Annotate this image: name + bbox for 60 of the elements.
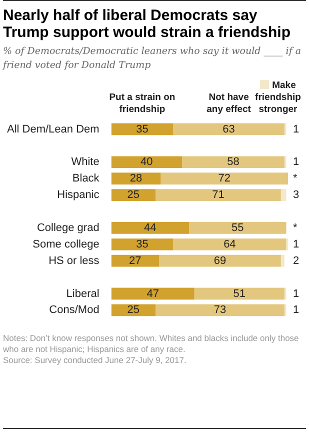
y-tick-label: HS or less [48, 254, 100, 267]
data-label: 72 [218, 172, 231, 185]
y-tick-label: Some college [32, 238, 100, 250]
data-label: 1 [293, 304, 300, 316]
bar [280, 254, 284, 267]
text: Notes: Don’t know responses not shown. Whites and blacks include only those who are not Hispanic; Hispanics are of any race. [3, 333, 300, 355]
bar [173, 123, 284, 136]
bar [155, 304, 284, 316]
source-note: Source: Survey conducted June 27-July 9, 2017. [3, 355, 188, 366]
bar [160, 172, 288, 184]
data-label: 44 [144, 222, 156, 234]
bar [111, 222, 190, 234]
y-tick-label: Cons/Mod [49, 304, 100, 316]
bar [194, 288, 284, 300]
bar [280, 189, 286, 201]
y-tick-label: College grad [36, 222, 100, 234]
data-label: 63 [222, 123, 235, 136]
bar [173, 238, 286, 250]
series-label: Put a strain on friendship [109, 92, 176, 115]
y-tick-label: White [71, 156, 100, 168]
data-label: 73 [214, 304, 226, 316]
y-tick-label: Black [72, 172, 100, 185]
data-label: 71 [212, 189, 224, 202]
data-label: 35 [136, 238, 148, 250]
chart-subtitle: % of Democrats/Democratic leaners who say it would ____ if a friend voted for Donald Trump [3, 45, 302, 73]
y-tick-label: Liberal [66, 288, 100, 300]
bar [182, 156, 284, 168]
data-label: 51 [233, 288, 246, 300]
chart-title: Nearly half of liberal Democrats say Trump support would strain a friendship [3, 7, 292, 41]
data-label: * [293, 222, 298, 234]
bar [189, 222, 286, 234]
bar [159, 254, 281, 267]
data-label: 35 [136, 123, 148, 136]
bar [155, 189, 281, 201]
data-label: * [293, 172, 298, 185]
series-label: Not have any effect [206, 92, 251, 115]
data-label: 64 [224, 238, 236, 250]
data-label: 40 [140, 156, 153, 168]
data-label: 69 [214, 254, 226, 267]
data-label: 1 [293, 238, 300, 250]
data-label: 27 [129, 254, 142, 267]
data-label: 1 [293, 288, 300, 300]
data-label: 25 [127, 189, 140, 202]
data-label: 3 [293, 189, 300, 202]
data-label: 47 [146, 288, 159, 300]
data-label: 58 [227, 156, 240, 168]
data-label: 55 [232, 222, 244, 234]
data-label: 1 [293, 123, 300, 136]
y-tick-label: Hispanic [57, 189, 100, 202]
y-tick-label: All Dem/Lean Dem [6, 123, 100, 136]
bar [111, 189, 156, 201]
data-label: 28 [130, 172, 142, 185]
legend-label: Make friendship stronger [255, 80, 301, 115]
data-label: 25 [127, 304, 140, 316]
bar [111, 156, 182, 168]
data-label: 1 [293, 156, 300, 168]
bar [111, 288, 194, 300]
bar [111, 172, 161, 184]
bar [111, 238, 174, 250]
data-label: 2 [293, 254, 300, 267]
